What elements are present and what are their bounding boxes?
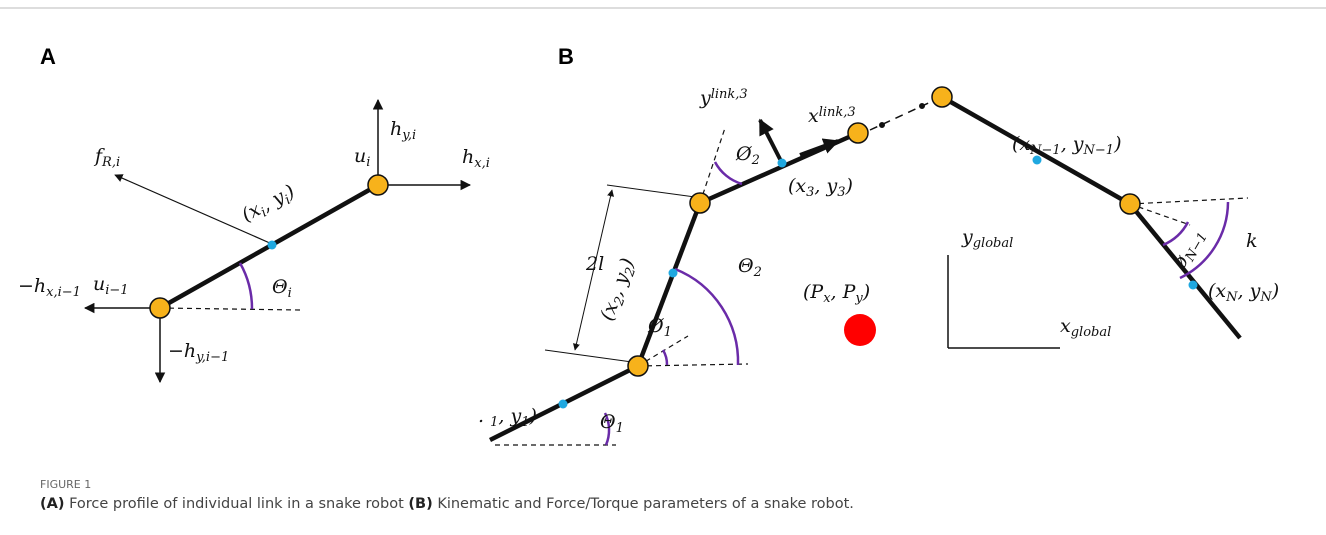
caption-part: (A)	[40, 496, 64, 512]
label-part: y	[961, 226, 973, 248]
math-label: fR,i	[93, 145, 120, 170]
label-part: .	[478, 405, 490, 427]
math-label: Ø2	[735, 143, 760, 168]
caption-part: Force profile of individual link in a sn…	[64, 496, 408, 512]
label-part: f	[93, 145, 105, 167]
math-label: −hy,i−1	[168, 340, 229, 365]
label-part: Θ	[738, 255, 754, 277]
label-part: , P	[831, 281, 857, 303]
label-subscript: i	[366, 155, 370, 170]
label-part: k	[1246, 230, 1258, 252]
label-superscript: link,3	[711, 87, 748, 102]
label-part: u	[354, 145, 366, 167]
label-part: Ø	[735, 143, 752, 165]
caption-part: (B)	[408, 496, 432, 512]
label-part: x	[1060, 315, 1071, 337]
math-label: øN−1	[1168, 225, 1211, 275]
label-subscript: N−1	[1083, 143, 1115, 158]
panel-label: A	[40, 44, 56, 69]
label-part: )	[1113, 133, 1121, 155]
math-label: (x3, y3)	[788, 175, 853, 200]
label-subscript: i	[288, 286, 292, 301]
math-label: Θ1	[600, 411, 624, 436]
label-part: x	[808, 105, 819, 127]
math-label: −hx,i−1	[18, 275, 81, 300]
math-label: (xN, yN)	[1208, 280, 1279, 305]
label-part: h	[390, 118, 402, 140]
caption: (A) Force profile of individual link in …	[40, 496, 854, 512]
figure-number: FIGURE 1	[40, 478, 91, 491]
label-subscript: i	[282, 192, 293, 207]
label-part: (x	[1208, 280, 1226, 302]
label-subscript: 2	[753, 265, 762, 280]
label-subscript: 1	[664, 325, 672, 340]
label-part: Ø	[647, 315, 664, 337]
label-part: (P	[803, 281, 824, 303]
panel-a-drawing	[83, 98, 472, 384]
label-part: )	[845, 175, 853, 197]
math-label: xlink,3	[808, 105, 856, 127]
label-subscript: y	[854, 291, 863, 306]
label-subscript: i−1	[105, 283, 128, 298]
label-subscript: x	[823, 291, 831, 306]
math-label: 2l	[585, 253, 604, 275]
math-label: . 1, y1)	[478, 405, 537, 430]
label-subscript: N−1	[1029, 143, 1061, 158]
label-part: , y	[498, 405, 521, 427]
label-subscript: 2	[751, 153, 760, 168]
label-subscript: 1	[521, 415, 529, 430]
label-subscript: N	[1225, 290, 1238, 305]
label-part: )	[1271, 280, 1279, 302]
label-part: , y	[1061, 133, 1084, 155]
label-part: , y	[814, 175, 837, 197]
label-subscript: y,i	[401, 128, 416, 143]
label-part: )	[862, 281, 870, 303]
panel-label: B	[558, 44, 574, 69]
math-label: yglobal	[961, 226, 1013, 251]
label-subscript: 1	[616, 421, 624, 436]
label-subscript: 3	[837, 185, 845, 200]
label-part: (x	[788, 175, 806, 197]
label-subscript: global	[973, 236, 1014, 251]
label-subscript: y,i−1	[195, 350, 229, 365]
label-part: )	[528, 405, 536, 427]
math-label: (Px, Py)	[803, 281, 870, 306]
math-label: ui−1	[93, 273, 129, 298]
math-label: ylink,3	[699, 87, 748, 109]
label-part: Θ	[272, 276, 288, 298]
label-part: y	[699, 87, 711, 109]
math-label: (xN−1, yN−1)	[1012, 133, 1121, 158]
math-label: hx,i	[462, 146, 490, 171]
label-subscript: R,i	[101, 155, 120, 170]
label-part: u	[93, 273, 105, 295]
math-label: Ø1	[647, 315, 672, 340]
label-subscript: 3	[806, 185, 814, 200]
caption-part: Kinematic and Force/Torque parameters of…	[433, 496, 854, 512]
label-subscript: N	[1259, 290, 1272, 305]
label-part: (x	[1012, 133, 1030, 155]
math-label: hy,i	[390, 118, 416, 143]
math-label: (xi, yi)	[238, 180, 300, 228]
label-subscript: i	[259, 205, 270, 220]
label-part: −h	[168, 340, 196, 362]
label-part: −h	[18, 275, 46, 297]
label-part: h	[462, 146, 474, 168]
label-part: Θ	[600, 411, 616, 433]
math-label: xglobal	[1060, 315, 1111, 340]
label-subscript: global	[1071, 325, 1112, 340]
label-part: 2l	[585, 253, 604, 275]
label-subscript: x,i−1	[46, 285, 81, 300]
label-subscript: 1	[490, 415, 498, 430]
label-superscript: link,3	[819, 105, 856, 120]
math-label: ui	[354, 145, 370, 170]
label-subscript: x,i	[474, 156, 490, 171]
math-label: k	[1246, 230, 1258, 252]
math-label: Θ2	[738, 255, 762, 280]
label-part: , y	[1238, 280, 1261, 302]
math-label: Θi	[272, 276, 292, 301]
panel-b-drawing	[488, 86, 1249, 446]
